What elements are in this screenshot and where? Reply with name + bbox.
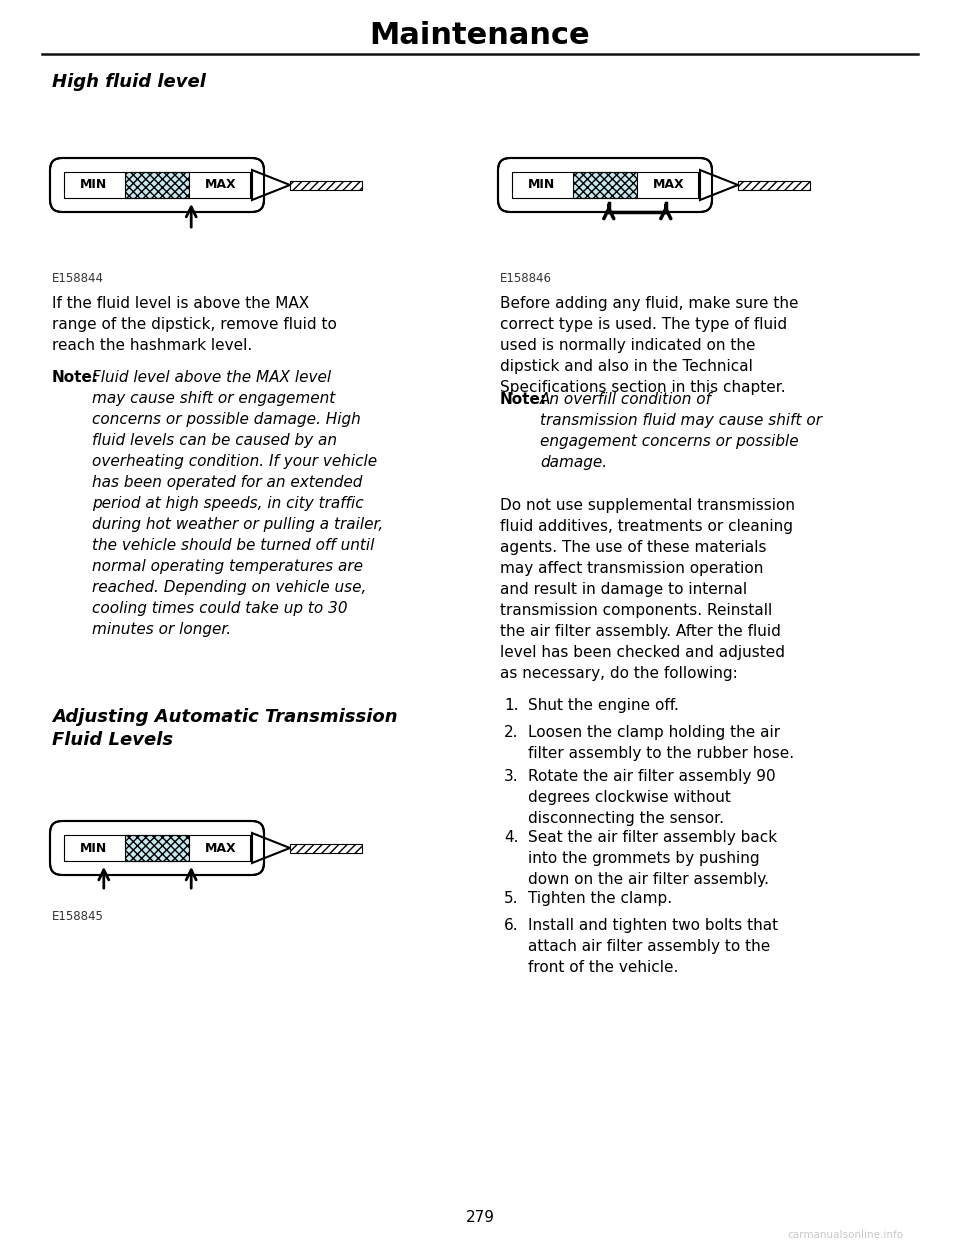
Text: 3.: 3. [504, 769, 518, 784]
FancyBboxPatch shape [498, 158, 712, 212]
Text: MAX: MAX [204, 841, 236, 855]
FancyBboxPatch shape [50, 821, 264, 875]
Polygon shape [252, 832, 290, 864]
Bar [573, 172, 636, 198]
FancyBboxPatch shape [50, 158, 264, 212]
Text: 6.: 6. [504, 919, 518, 934]
Text: E158846: E158846 [500, 272, 552, 285]
Text: carmanualsonline.info: carmanualsonline.info [787, 1231, 903, 1241]
Bar [126, 835, 189, 861]
Text: MAX: MAX [653, 178, 684, 191]
Polygon shape [700, 170, 738, 200]
Text: Rotate the air filter assembly 90
degrees clockwise without
disconnecting the se: Rotate the air filter assembly 90 degree… [528, 769, 776, 826]
Bar [573, 172, 636, 198]
Text: Install and tighten two bolts that
attach air filter assembly to the
front of th: Install and tighten two bolts that attac… [528, 919, 779, 975]
Text: Shut the engine off.: Shut the engine off. [528, 698, 679, 713]
Text: Note:: Note: [52, 369, 99, 384]
Text: MIN: MIN [80, 841, 108, 855]
Text: 4.: 4. [504, 830, 518, 845]
Text: E158845: E158845 [52, 910, 104, 924]
Text: MIN: MIN [80, 178, 108, 191]
Text: An overfill condition of
transmission fluid may cause shift or
engagement concer: An overfill condition of transmission fl… [540, 392, 822, 470]
Text: MIN: MIN [528, 178, 555, 191]
Polygon shape [252, 170, 290, 200]
Text: E158844: E158844 [52, 272, 104, 285]
Bar [512, 172, 698, 198]
Bar [738, 181, 810, 190]
Text: Loosen the clamp holding the air
filter assembly to the rubber hose.: Loosen the clamp holding the air filter … [528, 725, 794, 761]
Bar [126, 172, 189, 198]
Bar [126, 835, 189, 861]
Text: High fluid level: High fluid level [52, 72, 205, 91]
Bar [290, 181, 362, 190]
Bar [64, 172, 250, 198]
Text: Tighten the clamp.: Tighten the clamp. [528, 891, 672, 906]
Text: Seat the air filter assembly back
into the grommets by pushing
down on the air f: Seat the air filter assembly back into t… [528, 830, 778, 887]
Text: If the fluid level is above the MAX
range of the dipstick, remove fluid to
reach: If the fluid level is above the MAX rang… [52, 296, 337, 353]
Text: Do not use supplemental transmission
fluid additives, treatments or cleaning
age: Do not use supplemental transmission flu… [500, 498, 795, 681]
Text: 2.: 2. [504, 725, 518, 740]
Text: Adjusting Automatic Transmission
Fluid Levels: Adjusting Automatic Transmission Fluid L… [52, 708, 397, 749]
Text: 279: 279 [466, 1211, 494, 1226]
Text: MAX: MAX [204, 178, 236, 191]
Text: 1.: 1. [504, 698, 518, 713]
Text: 5.: 5. [504, 891, 518, 906]
Text: Maintenance: Maintenance [370, 20, 590, 50]
Bar [64, 835, 250, 861]
Text: Before adding any fluid, make sure the
correct type is used. The type of fluid
u: Before adding any fluid, make sure the c… [500, 296, 799, 396]
Text: Fluid level above the MAX level
may cause shift or engagement
concerns or possib: Fluid level above the MAX level may caus… [92, 369, 383, 636]
Bar [126, 172, 189, 198]
Text: Note:: Note: [500, 392, 547, 407]
Bar [290, 844, 362, 852]
